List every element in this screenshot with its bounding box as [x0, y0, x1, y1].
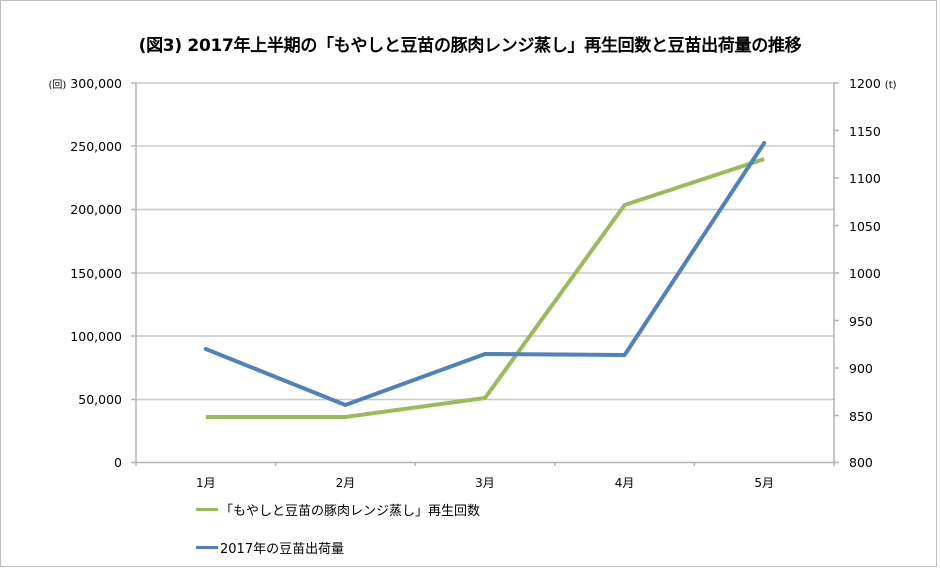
left-axis-tick-0: 0	[114, 455, 122, 470]
left-axis-tick-100000: 100,000	[70, 329, 122, 344]
right-axis-unit: (t)	[884, 80, 897, 91]
series-doumyou-shipment-line	[203, 141, 767, 407]
gridlines	[136, 82, 834, 401]
right-axis-tick-850: 850	[849, 409, 873, 424]
axes	[131, 82, 839, 466]
right-axis-tick-1050: 1050	[849, 219, 881, 234]
legend-label: 「もやしと豆苗の豚肉レンジ蒸し」再生回数	[220, 504, 481, 519]
series-recipe-views-line	[205, 157, 765, 419]
right-axis-tick-900: 900	[849, 361, 873, 376]
legend-swatch-blue	[196, 546, 218, 549]
left-axis-tick-300000: (回) 300,000	[48, 76, 123, 91]
legend-item-doumyou-shipment: 2017年の豆苗出荷量	[196, 538, 344, 557]
left-axis-tick-150000: 150,000	[70, 266, 122, 281]
x-tick-feb: 2月	[335, 476, 356, 490]
left-axis-tick-200000: 200,000	[70, 202, 122, 217]
x-tick-mar: 3月	[475, 476, 495, 490]
x-tick-apr: 4月	[614, 476, 635, 490]
left-axis-unit: (回)	[48, 80, 67, 91]
right-axis-tick-800: 800	[849, 455, 873, 470]
right-axis-tick-1100: 1100	[849, 171, 881, 186]
legend-item-recipe-views: 「もやしと豆苗の豚肉レンジ蒸し」再生回数	[196, 500, 480, 519]
right-axis-tick-1150: 1150	[849, 124, 881, 139]
right-axis-tick-950: 950	[849, 314, 873, 329]
left-axis-tick-250000: 250,000	[70, 139, 122, 154]
legend-swatch-green	[196, 508, 218, 511]
x-tick-jan: 1月	[195, 476, 216, 490]
left-axis-tick-50000: 50,000	[78, 392, 122, 407]
right-axis-tick-1200: 1200 (t)	[849, 76, 897, 91]
chart-title: (図3) 2017年上半期の「もやしと豆苗の豚肉レンジ蒸し」再生回数と豆苗出荷量…	[138, 36, 802, 56]
right-axis-tick-1000: 1000	[849, 266, 881, 281]
x-tick-may: 5月	[754, 476, 774, 490]
legend-label: 2017年の豆苗出荷量	[220, 542, 345, 557]
